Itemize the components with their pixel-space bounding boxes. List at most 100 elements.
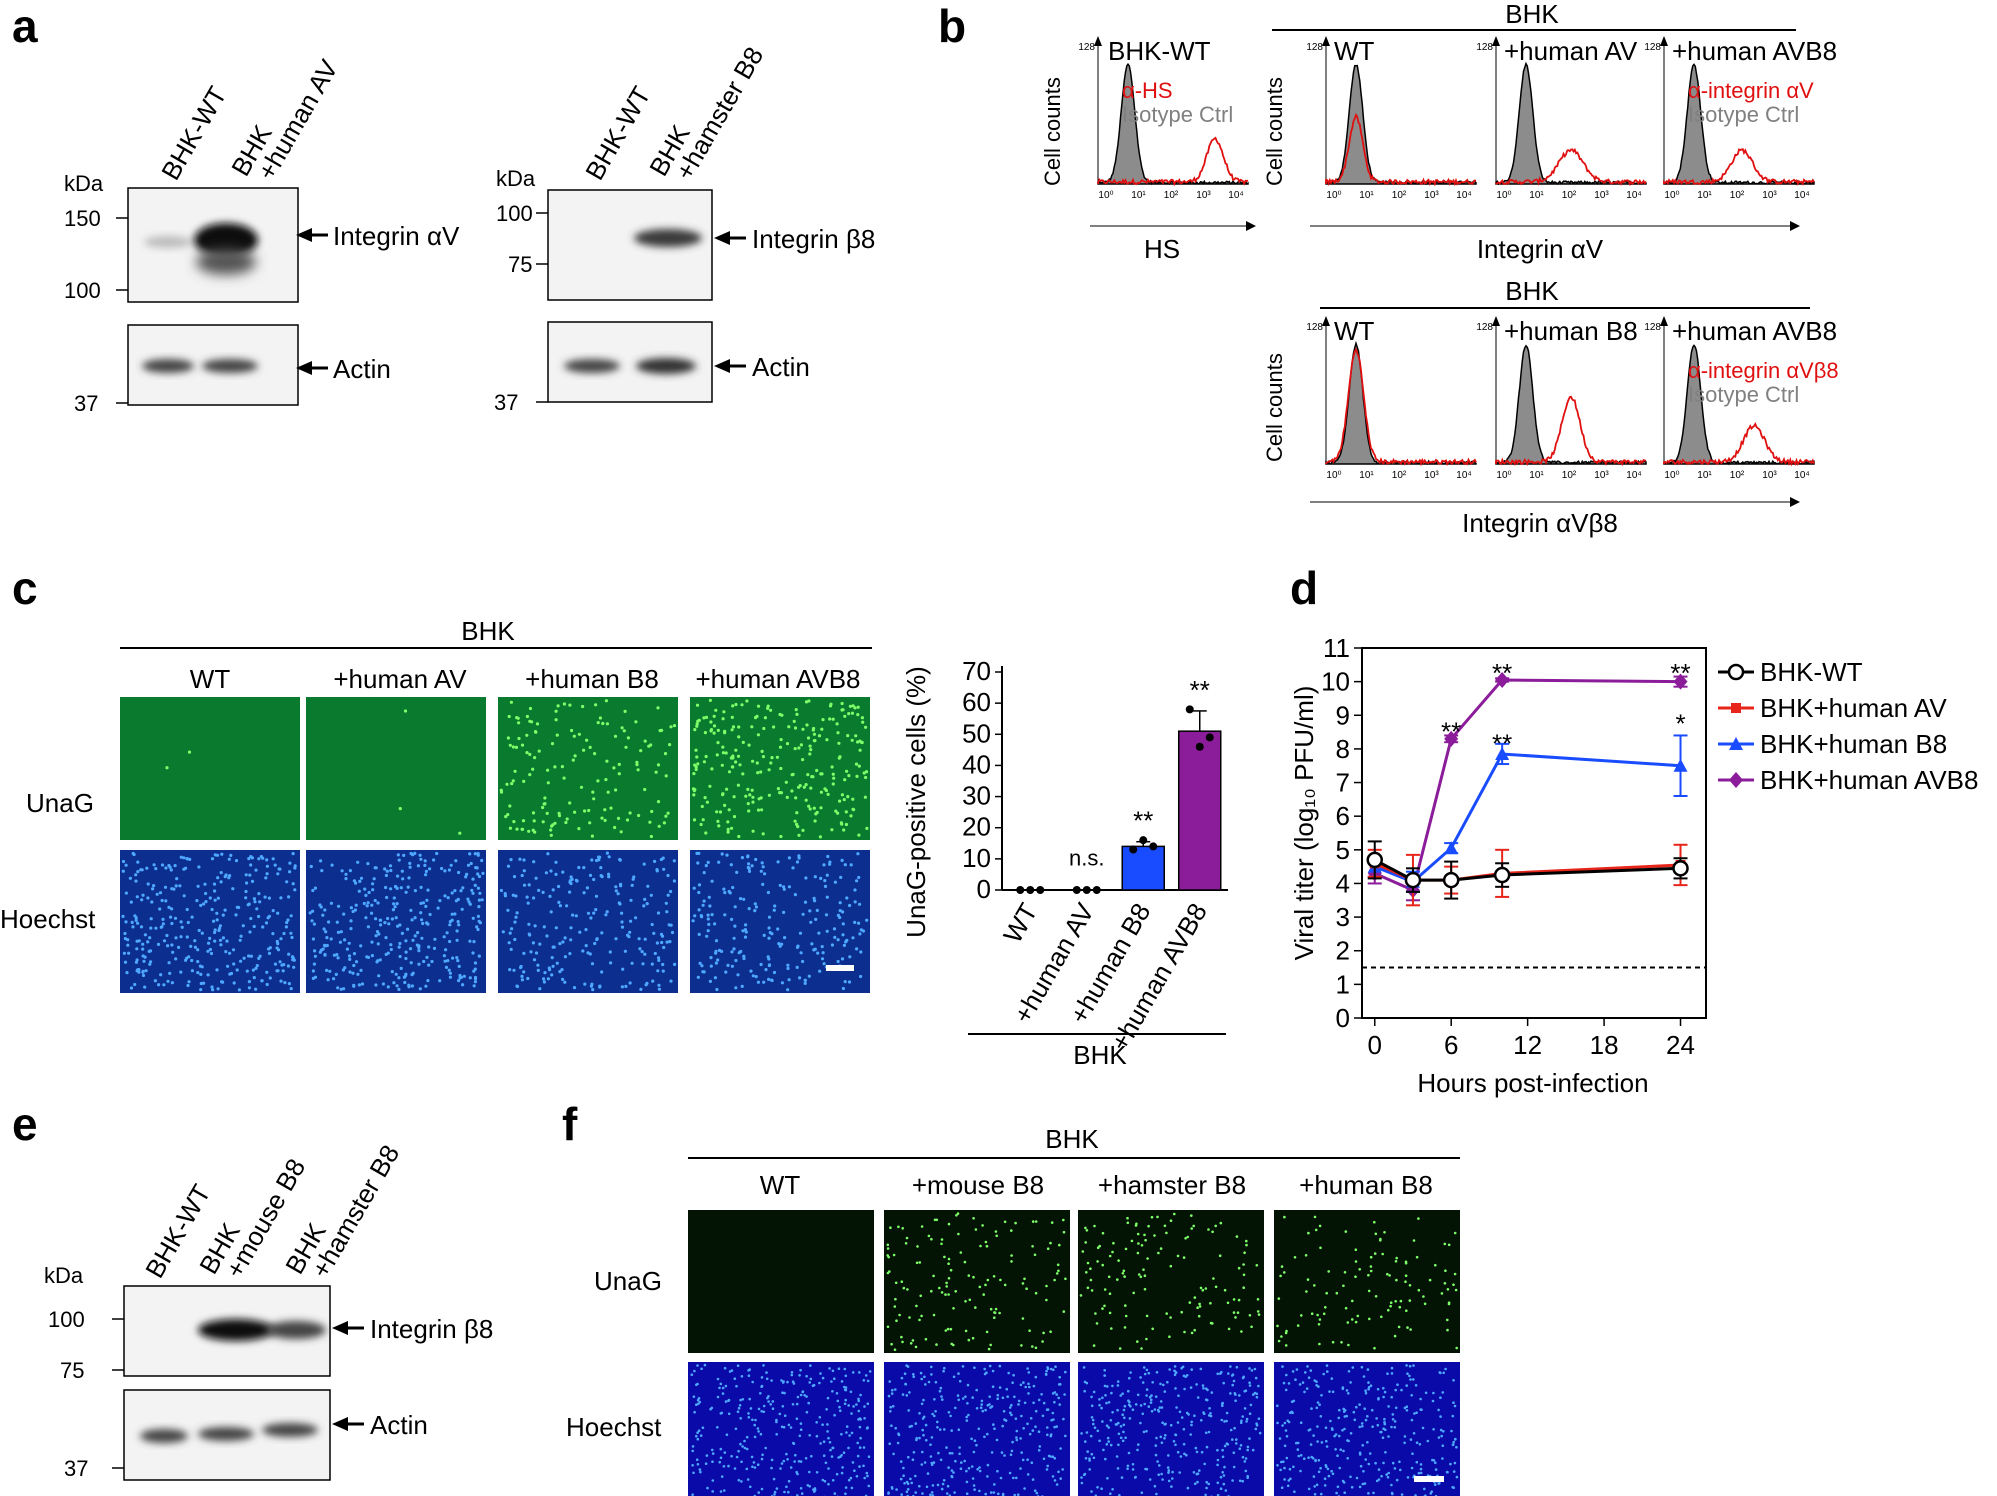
nucleus-dot [848, 903, 852, 908]
nucleus-dot [220, 852, 224, 856]
nucleus-dot [436, 906, 440, 910]
nucleus-dot [943, 1366, 946, 1370]
nucleus-dot [1283, 1444, 1287, 1448]
nucleus-dot [664, 901, 668, 905]
cell-dot [886, 1247, 890, 1250]
nucleus-dot [932, 1461, 936, 1464]
nucleus-dot [245, 969, 249, 973]
xlabel: HS [1144, 234, 1180, 264]
nucleus-dot [397, 945, 401, 949]
nucleus-dot [1131, 1463, 1135, 1466]
cell-dot [1236, 1311, 1240, 1314]
nucleus-dot [1298, 1383, 1302, 1386]
cell-dot [1240, 1330, 1243, 1333]
nucleus-dot [790, 1373, 794, 1377]
nucleus-dot [442, 954, 446, 958]
nucleus-dot [1107, 1440, 1110, 1443]
nucleus-dot [639, 987, 643, 992]
x-tick-label: 10³ [1424, 470, 1439, 481]
nucleus-dot [762, 1364, 765, 1367]
nucleus-dot [730, 964, 735, 968]
nucleus-dot [735, 1455, 739, 1459]
cell-dot [737, 834, 741, 839]
nucleus-dot [766, 1396, 769, 1400]
cell-dot [1444, 1269, 1447, 1272]
nucleus-dot [836, 1399, 840, 1403]
nucleus-dot [160, 898, 164, 903]
nucleus-dot [557, 884, 561, 889]
cell-dot [894, 1281, 898, 1285]
nucleus-dot [471, 891, 475, 895]
nucleus-dot [778, 883, 782, 888]
nucleus-dot [592, 877, 596, 882]
blot-band [196, 249, 256, 275]
nucleus-dot [1248, 1367, 1251, 1370]
nucleus-dot [1059, 1447, 1062, 1450]
cell-dot [1219, 1221, 1223, 1225]
nucleus-dot [1147, 1371, 1151, 1375]
nucleus-dot [1031, 1478, 1035, 1481]
nucleus-dot [713, 976, 718, 980]
nucleus-dot [765, 1371, 768, 1374]
cell-dot [836, 811, 840, 815]
nucleus-dot [753, 1423, 756, 1427]
nucleus-dot [276, 942, 280, 946]
column-label: +human AVB8 [695, 664, 860, 694]
nucleus-dot [1437, 1408, 1440, 1412]
nucleus-dot [268, 946, 272, 950]
cell-dot [947, 1257, 951, 1261]
panel-letter-f: f [562, 1098, 578, 1150]
nucleus-dot [1154, 1395, 1158, 1398]
nucleus-dot [1187, 1413, 1190, 1416]
nucleus-dot [1346, 1457, 1349, 1460]
nucleus-dot [554, 926, 558, 930]
nucleus-dot [476, 914, 480, 919]
nucleus-dot [416, 931, 420, 935]
nucleus-dot [1196, 1396, 1200, 1399]
cell-dot [1090, 1289, 1094, 1292]
nucleus-dot [931, 1412, 934, 1416]
data-point [1205, 733, 1214, 742]
nucleus-dot [410, 984, 414, 988]
cell-dot [1085, 1271, 1088, 1274]
nucleus-dot [392, 902, 396, 906]
cell-dot [843, 778, 847, 782]
cell-dot [793, 726, 798, 730]
nucleus-dot [245, 881, 249, 885]
nucleus-dot [823, 879, 827, 883]
nucleus-dot [1031, 1429, 1035, 1432]
nucleus-dot [594, 894, 599, 898]
nucleus-dot [866, 1474, 869, 1478]
nucleus-dot [787, 1423, 791, 1427]
nucleus-dot [1001, 1396, 1005, 1400]
nucleus-dot [1171, 1470, 1174, 1474]
nucleus-dot [260, 979, 264, 983]
nucleus-dot [187, 955, 191, 959]
nucleus-dot [844, 1388, 848, 1392]
nucleus-dot [522, 951, 526, 956]
nucleus-dot [993, 1427, 996, 1430]
nucleus-dot [244, 873, 248, 877]
nucleus-dot [473, 852, 477, 856]
panel-a-blot-2: BHK-WT BHK +hamster B8 kDa 100 75 Integr… [494, 42, 875, 415]
nucleus-dot [1286, 1484, 1290, 1488]
nucleus-dot [1223, 1465, 1226, 1469]
cell-dot [1058, 1243, 1061, 1247]
nucleus-dot [1339, 1448, 1342, 1451]
nucleus-dot [1343, 1491, 1346, 1494]
panel-f-microscopy: BHK WT +mouse B8 +hamster B8 +human B8 U… [566, 1124, 1460, 1496]
nucleus-dot [1006, 1395, 1009, 1398]
cell-dot [530, 720, 534, 724]
nucleus-dot [821, 951, 825, 955]
nucleus-dot [247, 986, 251, 990]
nucleus-dot [822, 962, 826, 966]
nucleus-dot [1088, 1457, 1091, 1460]
nucleus-dot [721, 1392, 725, 1395]
nucleus-dot [239, 959, 243, 963]
nucleus-dot [1452, 1440, 1455, 1444]
nucleus-dot [1143, 1372, 1147, 1376]
data-point [1129, 845, 1138, 854]
nucleus-dot [472, 940, 476, 944]
nucleus-dot [276, 911, 280, 915]
